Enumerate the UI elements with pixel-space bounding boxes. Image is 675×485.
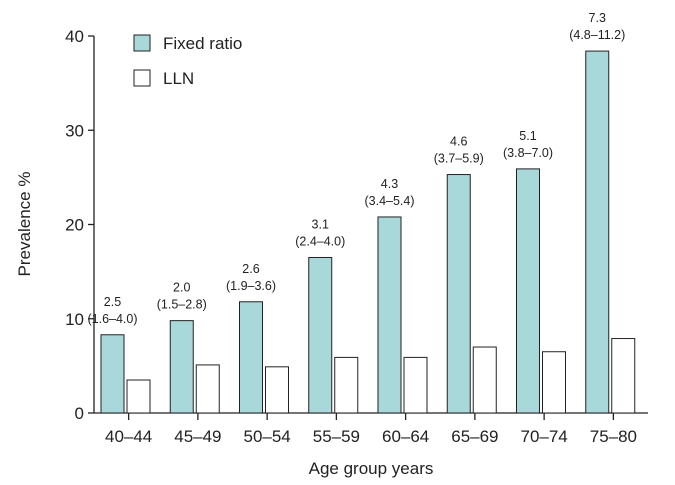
chart-bars — [100, 50, 636, 414]
chart-annotations: 2.5 (1.6–4.0) 2.0 (1.5–2.8) 2.6 (1.9–3.6) 3.1 (… — [87, 11, 625, 326]
legend-label-fixed-ratio: Fixed ratio — [163, 34, 242, 53]
bar-lln — [265, 366, 289, 414]
annotation-value: 5.1 — [519, 129, 536, 143]
y-tick-label: 30 — [65, 121, 84, 140]
annotation-value: 4.3 — [381, 177, 398, 191]
bar-lln — [403, 356, 428, 414]
annotation-value: 3.1 — [312, 217, 329, 231]
y-tick-label: 20 — [65, 216, 84, 235]
x-tick-label: 55–59 — [313, 427, 360, 446]
bar-fixed-ratio — [516, 168, 540, 414]
bar-fixed-ratio — [308, 256, 333, 414]
annotation-value: 2.6 — [242, 262, 259, 276]
annotation-value: 4.6 — [450, 135, 467, 149]
x-axis-title: Age group years — [309, 459, 434, 478]
bar-lln — [542, 351, 566, 414]
bar-lln — [195, 364, 220, 414]
y-tick-label: 40 — [65, 27, 84, 46]
bar-lln — [126, 379, 151, 414]
annotation-ci: (1.6–4.0) — [87, 312, 137, 326]
annotation-ci: (3.7–5.9) — [434, 152, 484, 166]
y-axis-title: Prevalence % — [15, 172, 34, 277]
bar-lln — [611, 338, 636, 414]
x-tick-label: 50–54 — [243, 427, 290, 446]
y-tick-label: 10 — [65, 310, 84, 329]
bar-fixed-ratio — [446, 174, 471, 414]
x-tick-label: 75–80 — [590, 427, 637, 446]
bar-fixed-ratio — [377, 216, 402, 414]
y-tick-label: 0 — [75, 404, 84, 423]
chart-axes: 0 10 20 30 40 40–44 45–49 50–54 55–59 60–64 65–69 7… — [65, 27, 648, 446]
annotation-value: 7.3 — [589, 11, 606, 25]
annotation-ci: (3.4–5.4) — [364, 194, 414, 208]
legend-swatch-fixed-ratio — [133, 34, 151, 52]
annotation-ci: (4.8–11.2) — [569, 28, 625, 42]
bar-fixed-ratio — [239, 301, 263, 414]
bar-lln — [472, 346, 497, 414]
x-tick-label: 70–74 — [520, 427, 567, 446]
x-tick-label: 40–44 — [105, 427, 152, 446]
annotation-ci: (1.9–3.6) — [226, 279, 276, 293]
bar-fixed-ratio — [100, 334, 125, 414]
annotation-ci: (2.4–4.0) — [295, 234, 345, 248]
bar-lln — [334, 356, 359, 414]
x-tick-label: 60–64 — [382, 427, 429, 446]
annotation-ci: (1.5–2.8) — [157, 298, 207, 312]
annotation-ci: (3.8–7.0) — [503, 146, 553, 160]
annotation-value: 2.0 — [173, 281, 190, 295]
x-tick-label: 65–69 — [451, 427, 498, 446]
x-tick-label: 45–49 — [174, 427, 221, 446]
chart-legend: Fixed ratio LLN — [133, 34, 242, 88]
legend-swatch-lln — [133, 69, 151, 87]
bar-fixed-ratio — [169, 320, 194, 414]
annotation-value: 2.5 — [104, 295, 121, 309]
bar-fixed-ratio — [585, 50, 610, 414]
legend-label-lln: LLN — [163, 69, 194, 88]
